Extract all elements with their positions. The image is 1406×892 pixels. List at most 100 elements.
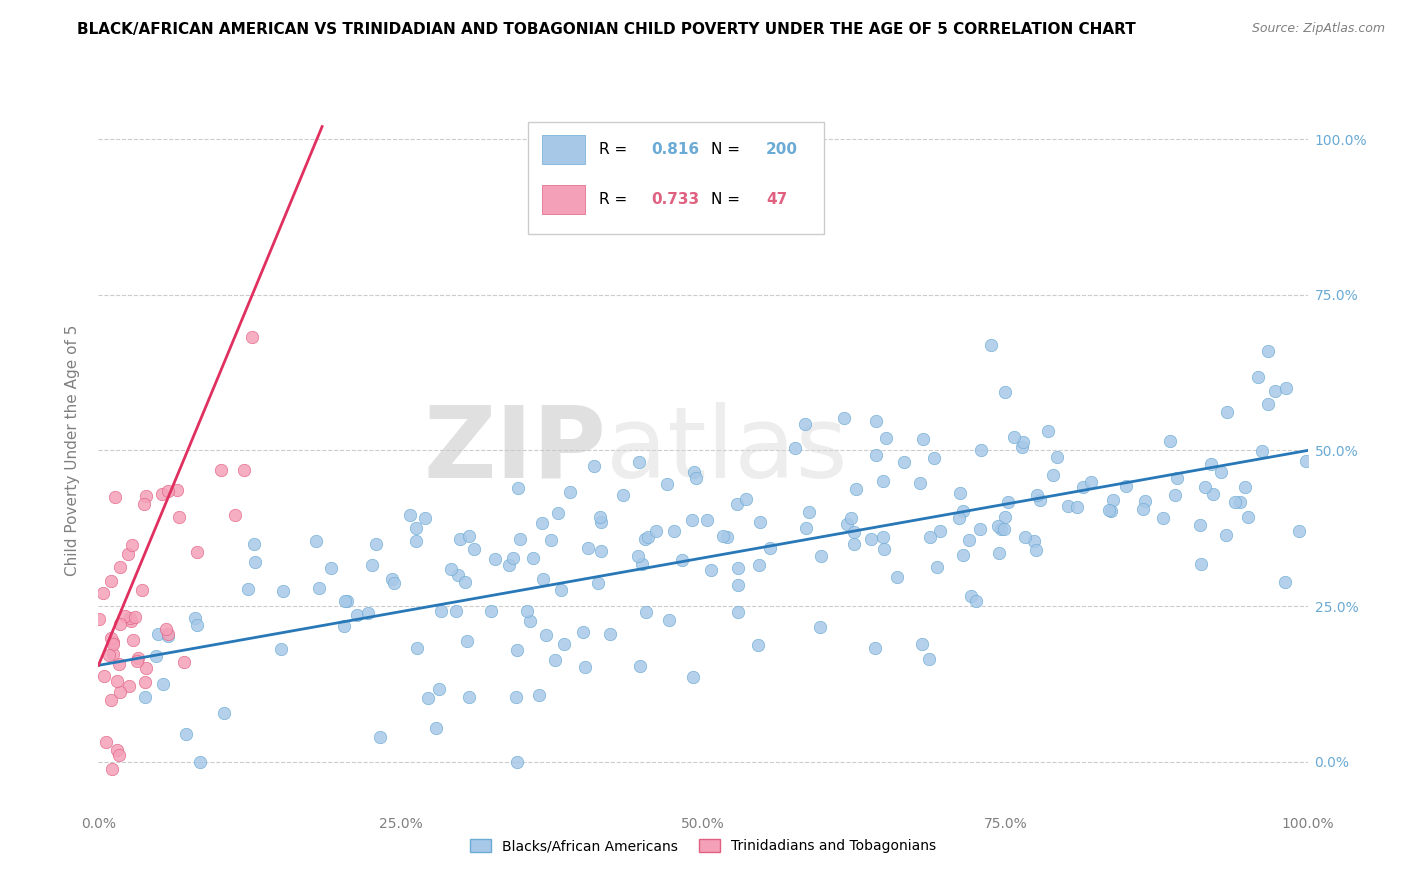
Point xyxy=(94,734,117,748)
Point xyxy=(240,329,263,343)
Text: atlas: atlas xyxy=(606,402,848,499)
Point xyxy=(1080,475,1102,489)
Point xyxy=(873,542,896,557)
Point xyxy=(872,530,894,544)
Point xyxy=(135,661,157,675)
Point xyxy=(1011,440,1033,454)
Point xyxy=(134,675,156,690)
Point xyxy=(696,513,718,527)
Point xyxy=(450,532,472,546)
Point xyxy=(700,563,723,577)
Point xyxy=(785,441,807,455)
Point xyxy=(456,633,478,648)
Point xyxy=(1264,384,1286,398)
Point xyxy=(134,497,156,511)
Text: N =: N = xyxy=(711,193,745,207)
Text: BLACK/AFRICAN AMERICAN VS TRINIDADIAN AND TOBAGONIAN CHILD POVERTY UNDER THE AGE: BLACK/AFRICAN AMERICAN VS TRINIDADIAN AN… xyxy=(77,22,1136,37)
Point xyxy=(1215,528,1237,542)
Point xyxy=(993,522,1015,536)
Point xyxy=(399,508,422,522)
Point xyxy=(1002,430,1025,444)
Point xyxy=(506,755,529,769)
Point xyxy=(711,529,734,543)
Point xyxy=(875,431,897,445)
Point xyxy=(506,481,529,495)
Point xyxy=(683,465,706,479)
Point xyxy=(430,604,453,618)
Point xyxy=(589,544,612,558)
Point xyxy=(1215,405,1237,419)
Point xyxy=(637,530,659,544)
Point xyxy=(928,524,950,538)
Point xyxy=(101,635,124,649)
Point xyxy=(747,638,769,652)
Point xyxy=(681,513,703,527)
Point xyxy=(270,641,292,656)
Point xyxy=(1275,380,1298,394)
Point xyxy=(1014,530,1036,544)
Point xyxy=(949,485,972,500)
Point xyxy=(114,608,136,623)
Point xyxy=(952,504,974,518)
Point xyxy=(1295,454,1317,468)
Point xyxy=(1102,493,1125,508)
Point xyxy=(1066,500,1088,514)
Point xyxy=(110,685,132,699)
Point xyxy=(271,584,294,599)
Point xyxy=(842,537,865,551)
Point xyxy=(571,625,593,640)
Point xyxy=(416,690,439,705)
Point xyxy=(987,546,1010,560)
Point xyxy=(108,560,131,574)
Point xyxy=(1233,480,1256,494)
Point xyxy=(727,578,749,592)
Point xyxy=(1201,487,1223,501)
Point xyxy=(599,627,621,641)
Point xyxy=(479,604,502,618)
Point xyxy=(1012,435,1035,450)
Point xyxy=(447,568,470,582)
Point xyxy=(591,515,613,529)
Text: 47: 47 xyxy=(766,193,787,207)
Point xyxy=(243,537,266,551)
Point xyxy=(103,637,125,651)
Point xyxy=(1288,524,1310,538)
Point xyxy=(832,411,855,425)
Point xyxy=(797,505,820,519)
Point xyxy=(727,561,749,575)
Point xyxy=(531,572,554,586)
Point xyxy=(333,594,356,608)
Point xyxy=(319,560,342,574)
Point xyxy=(173,655,195,669)
Point xyxy=(794,417,817,432)
Point xyxy=(188,755,211,769)
Point xyxy=(628,454,651,468)
Point xyxy=(107,743,129,757)
Point xyxy=(957,533,980,548)
Point xyxy=(844,524,866,539)
Point xyxy=(1057,499,1080,513)
Point xyxy=(682,670,704,684)
Point xyxy=(157,630,180,644)
Text: Source: ZipAtlas.com: Source: ZipAtlas.com xyxy=(1251,22,1385,36)
Point xyxy=(725,497,748,511)
Point xyxy=(1099,504,1122,518)
Point xyxy=(634,605,657,619)
Point xyxy=(664,524,686,539)
Point xyxy=(1046,450,1069,465)
Point xyxy=(427,681,450,696)
Point xyxy=(357,606,380,620)
Point xyxy=(120,611,142,625)
Point xyxy=(918,530,941,544)
Point xyxy=(1225,495,1247,509)
Point xyxy=(245,555,267,569)
Point xyxy=(735,492,758,507)
Point xyxy=(127,651,149,665)
Text: N =: N = xyxy=(711,142,745,157)
Point xyxy=(758,541,780,555)
Point xyxy=(107,747,129,762)
Point xyxy=(1071,480,1094,494)
Point xyxy=(1152,511,1174,525)
Point xyxy=(145,648,167,663)
Point xyxy=(997,495,1019,509)
